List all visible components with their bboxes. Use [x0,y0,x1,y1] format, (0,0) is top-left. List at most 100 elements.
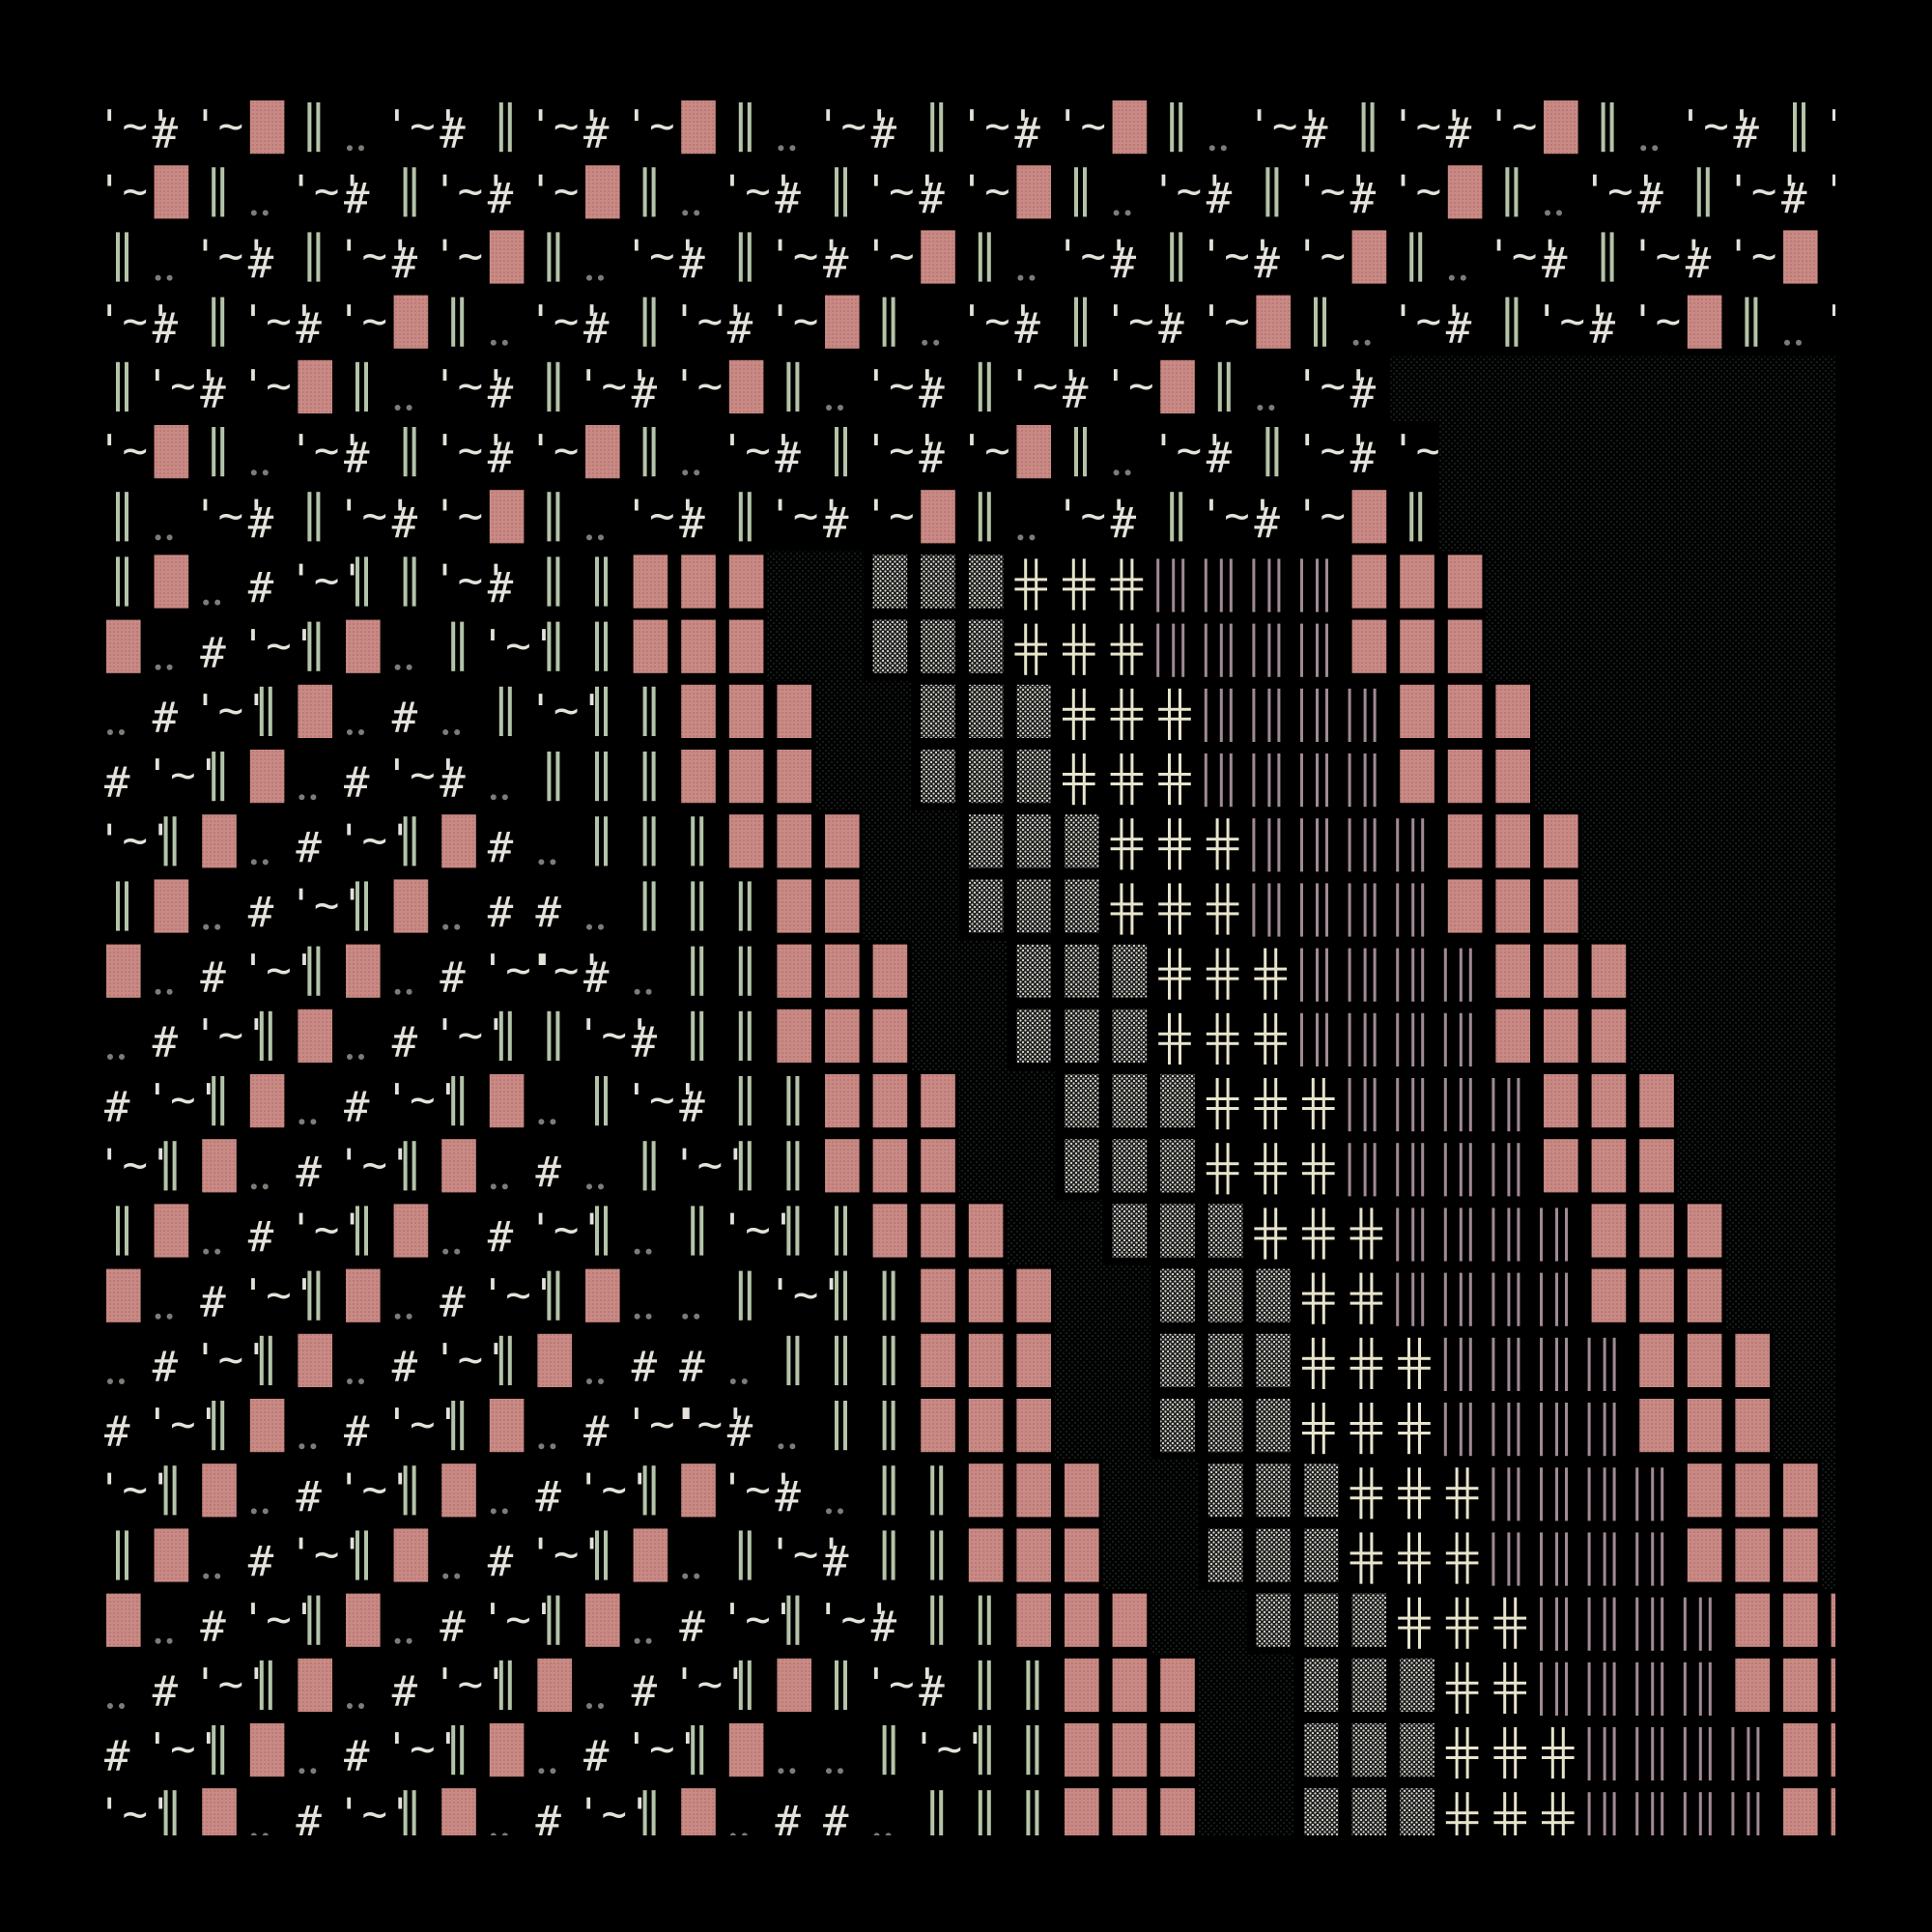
rose-block-glyph [1112,1658,1148,1712]
pipes-glyph [1316,948,1319,1002]
double-bar-glyph [604,1530,608,1580]
cross-glyph [1350,1301,1383,1305]
cross-glyph [1226,1143,1230,1195]
pipes-glyph [1325,623,1328,677]
rose-block-glyph [1160,1658,1195,1712]
rose-block-glyph [393,879,429,933]
double-bar-glyph [986,232,991,282]
double-bar-glyph [747,1076,752,1126]
double-bar-glyph [1705,167,1710,217]
wave-glyph: '~' [671,1660,748,1709]
rose-block-glyph [202,1463,237,1518]
cross-glyph [1445,1821,1479,1825]
pipes-glyph [1373,1078,1377,1132]
rose-block-glyph [825,814,860,868]
dots-glyph [645,1248,652,1255]
double-bar-glyph [1745,297,1749,347]
rose-block-glyph [872,1139,908,1193]
pipes-glyph [1459,1012,1463,1066]
dots-glyph [586,274,592,281]
double-bar-glyph [986,361,991,412]
dark-stipple-cell [1437,421,1487,487]
wave-glyph: '~' [720,426,796,475]
pipes-glyph [1698,1662,1702,1716]
rose-block-glyph [1160,359,1195,413]
double-bar-glyph [1035,1725,1039,1776]
dots-glyph [490,1183,497,1190]
dots-glyph [250,1508,257,1515]
cross-glyph [1503,1597,1507,1649]
pipes-glyph [1204,753,1208,808]
rose-block-glyph [202,814,237,868]
hash-glyph: # [104,1083,130,1132]
pipes-glyph [1507,1403,1511,1457]
cross-glyph [1063,707,1095,711]
wave-glyph: '~' [241,946,317,995]
cross-glyph [1311,1208,1315,1260]
rose-block-glyph [1447,750,1483,804]
rose-block-glyph [249,1723,285,1777]
rose-block-glyph [1639,1399,1674,1453]
rose-block-glyph [1544,1009,1578,1063]
dark-stipple-cell [1821,1329,1835,1395]
wave-glyph: '~' [384,1724,461,1774]
dots-glyph [119,1054,125,1060]
stipple-block-glyph [1400,1723,1435,1777]
hash-glyph: # [153,304,179,354]
pipes-glyph [1587,1792,1591,1835]
wave-glyph: '~' [624,232,700,281]
hash-glyph: # [392,240,418,289]
double-bar-glyph [738,492,743,542]
pipes-glyph [1348,948,1351,1002]
cross-glyph [1350,1292,1383,1295]
hash-glyph: # [440,758,466,808]
hash-glyph: # [919,369,945,418]
stipple-block-glyph [1304,1658,1339,1712]
rose-block-glyph [441,1463,476,1518]
dark-stipple-cell [1055,1200,1103,1265]
wave-glyph: '~' [720,1206,796,1255]
dark-stipple-cell [1630,875,1678,941]
cross-glyph [1493,1681,1526,1685]
rose-block-glyph [681,750,716,804]
rose-block-glyph [1687,1463,1722,1518]
cross-glyph [1418,1597,1421,1649]
rose-block-glyph [298,359,332,413]
pipes-glyph [1708,1727,1712,1781]
pipes-glyph [1492,1467,1495,1521]
double-bar-glyph [555,232,560,282]
pipes-glyph [1277,623,1281,677]
dark-stipple-cell [1821,615,1835,681]
rose-block-glyph [777,1009,811,1063]
double-bar-glyph [259,1660,264,1710]
pipes-glyph [1325,948,1328,1002]
hash-glyph: # [1063,369,1089,418]
double-bar-glyph [412,427,416,477]
pipes-glyph [1587,1403,1591,1457]
cross-glyph [1215,1078,1219,1130]
cross-glyph [1350,1356,1383,1360]
pipes-glyph [1421,1078,1425,1132]
dark-stipple-cell [1486,551,1534,616]
rose-block-glyph [825,1009,860,1063]
double-bar-glyph [307,946,312,996]
pipes-glyph [1507,1337,1511,1391]
double-bar-glyph [212,1725,216,1776]
double-bar-glyph [403,167,408,217]
wave-glyph: '~' [97,297,173,346]
pipes-glyph [1396,948,1400,1002]
cross-glyph [1120,753,1123,806]
rose-block-glyph [968,1333,1004,1387]
pipes-glyph [1731,1727,1735,1781]
double-bar-glyph [604,556,608,607]
double-bar-glyph [1026,1660,1031,1710]
dots-glyph [406,1637,412,1644]
dark-stipple-cell [1677,1135,1726,1201]
dots-glyph [586,923,592,930]
cross-glyph [1274,1012,1278,1065]
pipes-glyph [1731,1792,1735,1835]
hash-glyph: # [1111,240,1137,289]
dark-stipple-cell [1534,746,1582,811]
dark-stipple-cell [958,940,1008,1006]
rose-block-glyph [1447,684,1483,738]
